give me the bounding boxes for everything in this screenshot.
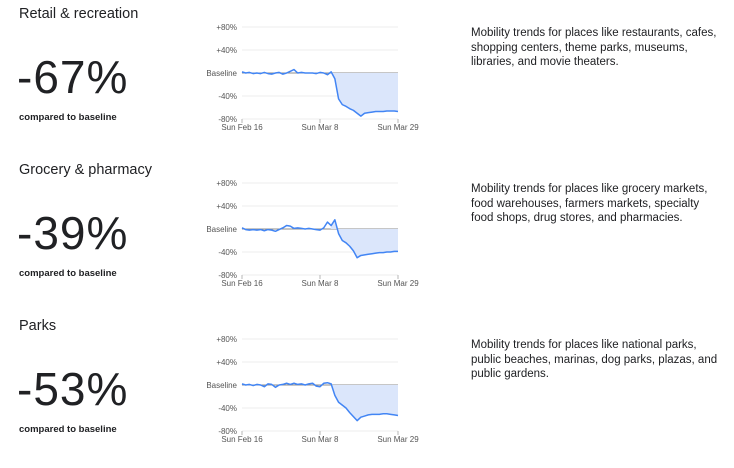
- category-title: Retail & recreation: [19, 6, 139, 22]
- y-tick-label: +40%: [216, 46, 237, 55]
- percent-change: -53%: [17, 363, 129, 415]
- y-tick-label: Baseline: [206, 69, 237, 78]
- below-baseline-area: [331, 71, 398, 117]
- x-tick-label: Sun Mar 29: [377, 123, 419, 132]
- x-tick-label: Sun Mar 8: [302, 279, 339, 288]
- y-tick-label: -80%: [218, 271, 237, 280]
- x-tick-label: Sun Mar 29: [377, 279, 419, 288]
- percent-change: -39%: [17, 207, 129, 259]
- y-tick-label: -80%: [218, 115, 237, 124]
- category-description: Mobility trends for places like national…: [471, 339, 718, 380]
- y-tick-label: -40%: [218, 248, 237, 257]
- series-line: [241, 381, 399, 422]
- compared-label: compared to baseline: [19, 268, 117, 279]
- category-title: Grocery & pharmacy: [19, 162, 152, 178]
- y-tick-label: -40%: [218, 404, 237, 413]
- category-row-parks: Parks -53% compared to baseline +80% +40%…: [0, 318, 734, 468]
- x-tick-label: Sun Feb 16: [221, 279, 263, 288]
- y-tick-label: Baseline: [206, 381, 237, 390]
- category-title: Parks: [19, 318, 57, 334]
- y-tick-label: +80%: [216, 179, 237, 188]
- y-tick-label: -80%: [218, 427, 237, 436]
- series-line: [241, 219, 398, 259]
- category-description: Mobility trends for places like grocery …: [471, 183, 708, 224]
- below-baseline-area: [331, 383, 398, 421]
- percent-change: -67%: [17, 51, 129, 103]
- category-row-grocery: Grocery & pharmacy -39% compared to base…: [0, 162, 734, 312]
- x-tick-label: Sun Mar 8: [302, 123, 339, 132]
- x-tick-label: Sun Mar 29: [377, 435, 419, 444]
- x-tick-label: Sun Mar 8: [302, 435, 339, 444]
- category-row-retail: Retail & recreation -67% compared to bas…: [0, 6, 734, 156]
- y-tick-label: +80%: [216, 23, 237, 32]
- x-tick-label: Sun Feb 16: [221, 123, 263, 132]
- mobility-chart: +80% +40% Baseline -40% -80%Sun Feb 16 Sun Ma…: [206, 179, 419, 288]
- y-tick-label: -40%: [218, 92, 237, 101]
- y-tick-label: Baseline: [206, 225, 237, 234]
- x-tick-label: Sun Feb 16: [221, 435, 263, 444]
- category-description: Mobility trends for places like restaura…: [471, 27, 717, 68]
- compared-label: compared to baseline: [19, 112, 117, 123]
- mobility-chart: +80% +40% Baseline -40% -80%Sun Feb 16 Sun Ma…: [206, 335, 419, 444]
- mobility-chart: +80% +40% Baseline -40% -80%Sun Feb 16 Sun Ma…: [206, 23, 419, 132]
- series-line: [241, 68, 399, 117]
- y-tick-label: +40%: [216, 358, 237, 367]
- y-tick-label: +40%: [216, 202, 237, 211]
- y-tick-label: +80%: [216, 335, 237, 344]
- compared-label: compared to baseline: [19, 424, 117, 435]
- below-baseline-area: [331, 219, 398, 258]
